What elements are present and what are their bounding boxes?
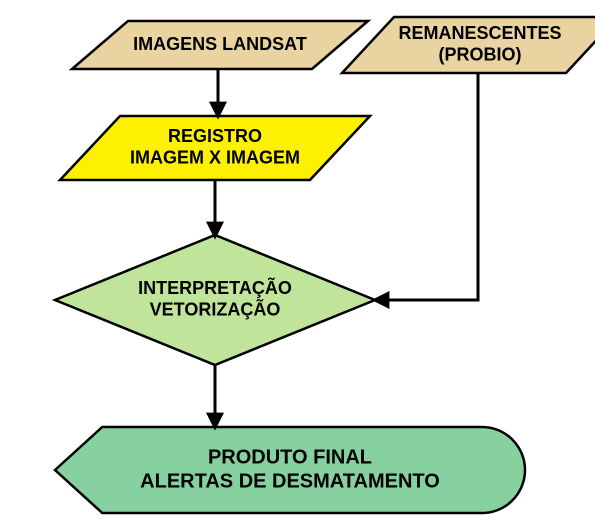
svg-text:REGISTRO: REGISTRO <box>168 126 262 146</box>
svg-text:VETORIZAÇÃO: VETORIZAÇÃO <box>150 299 281 320</box>
svg-text:INTERPRETAÇÃO: INTERPRETAÇÃO <box>138 277 292 298</box>
svg-text:REMANESCENTES: REMANESCENTES <box>398 23 561 43</box>
svg-text:PRODUTO FINAL: PRODUTO FINAL <box>208 446 372 468</box>
svg-text:IMAGENS LANDSAT: IMAGENS LANDSAT <box>133 34 307 54</box>
svg-text:ALERTAS DE DESMATAMENTO: ALERTAS DE DESMATAMENTO <box>140 470 440 492</box>
svg-text:IMAGEM X IMAGEM: IMAGEM X IMAGEM <box>130 148 300 168</box>
svg-text:(PROBIO): (PROBIO) <box>439 45 522 65</box>
